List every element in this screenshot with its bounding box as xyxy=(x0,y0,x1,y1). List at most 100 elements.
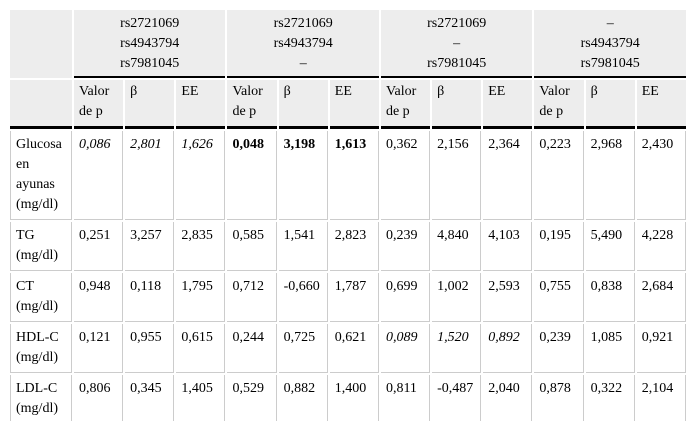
data-cell: 0,251 xyxy=(74,222,124,271)
haplotype-group-header: – rs4943794 rs7981045 xyxy=(534,10,686,78)
row-label: Glucosa en ayunas (mg/dl) xyxy=(10,131,72,220)
data-cell: 2,593 xyxy=(483,273,533,322)
row-label: TG (mg/dl) xyxy=(10,222,72,271)
sub-header-beta: β xyxy=(585,80,635,129)
haplotype-line: rs7981045 xyxy=(580,56,640,71)
data-cell: 0,362 xyxy=(380,131,431,220)
data-cell: 1,085 xyxy=(585,324,635,373)
haplotype-line: rs2721069 xyxy=(273,16,333,31)
data-cell: 5,490 xyxy=(585,222,635,271)
haplotype-line: rs4943794 xyxy=(580,36,640,51)
data-cell: 0,882 xyxy=(278,375,328,421)
data-cell: 0,955 xyxy=(125,324,175,373)
data-cell: 1,400 xyxy=(329,375,379,421)
data-cell: 0,322 xyxy=(585,375,635,421)
data-cell: 2,801 xyxy=(125,131,175,220)
data-cell: 0,712 xyxy=(227,273,277,322)
sub-header-beta: β xyxy=(278,80,328,129)
sub-header-p-value: Valor de p xyxy=(74,80,124,129)
haplotype-line: rs7981045 xyxy=(120,56,180,71)
data-cell: 0,086 xyxy=(74,131,124,220)
header-sub-row: Valor de p β EE Valor de p β EE Valor de p β EE V… xyxy=(10,80,686,129)
data-cell: 1,520 xyxy=(432,324,482,373)
sub-header-p-value: Valor de p xyxy=(534,80,584,129)
sub-header-ee: EE xyxy=(483,80,533,129)
data-cell: 4,103 xyxy=(483,222,533,271)
haplotype-line: – xyxy=(453,36,461,51)
data-cell: 0,529 xyxy=(227,375,277,421)
sub-header-empty xyxy=(10,80,72,129)
table-body: Glucosa en ayunas (mg/dl) 0,086 2,801 1,626… xyxy=(10,131,686,421)
haplotype-group-header: rs2721069 rs4943794 – xyxy=(227,10,379,78)
data-cell: 2,835 xyxy=(176,222,226,271)
data-cell: 0,239 xyxy=(534,324,584,373)
table-row: CT (mg/dl) 0,948 0,118 1,795 0,712 -0,660 1,78… xyxy=(10,273,686,322)
data-cell: 2,104 xyxy=(636,375,686,421)
data-cell: 0,621 xyxy=(329,324,379,373)
data-cell: 2,968 xyxy=(585,131,635,220)
data-cell: 0,585 xyxy=(227,222,277,271)
data-cell: 3,257 xyxy=(125,222,175,271)
data-cell: 0,089 xyxy=(380,324,431,373)
data-cell: 2,156 xyxy=(432,131,482,220)
sub-header-p-value: Valor de p xyxy=(227,80,277,129)
data-cell: 0,048 xyxy=(227,131,277,220)
sub-header-ee: EE xyxy=(636,80,686,129)
data-cell: 0,892 xyxy=(483,324,533,373)
data-cell: 1,795 xyxy=(176,273,226,322)
data-cell: 0,806 xyxy=(74,375,124,421)
data-cell: 0,811 xyxy=(380,375,431,421)
haplotype-line: rs4943794 xyxy=(120,36,180,51)
haplotype-line: – xyxy=(606,16,614,31)
row-label: CT (mg/dl) xyxy=(10,273,72,322)
data-cell: 4,228 xyxy=(636,222,686,271)
data-cell: 0,223 xyxy=(534,131,584,220)
data-cell: 4,840 xyxy=(432,222,482,271)
data-cell: 0,615 xyxy=(176,324,226,373)
haplotype-group-header: rs2721069 rs4943794 rs7981045 xyxy=(74,10,226,78)
data-cell: 0,244 xyxy=(227,324,277,373)
haplotype-line: rs2721069 xyxy=(120,16,180,31)
sub-header-beta: β xyxy=(432,80,482,129)
data-cell: 0,121 xyxy=(74,324,124,373)
data-cell: 1,405 xyxy=(176,375,226,421)
table-row: TG (mg/dl) 0,251 3,257 2,835 0,585 1,541 2,823… xyxy=(10,222,686,271)
data-cell: 0,699 xyxy=(380,273,431,322)
haplotype-line: – xyxy=(299,56,307,71)
table-row: HDL-C (mg/dl) 0,121 0,955 0,615 0,244 0,725 0,… xyxy=(10,324,686,373)
haplotype-line: rs7981045 xyxy=(427,56,487,71)
data-cell: 1,626 xyxy=(176,131,226,220)
header-group-row: rs2721069 rs4943794 rs7981045 rs2721069 rs49… xyxy=(10,10,686,78)
data-cell: 0,118 xyxy=(125,273,175,322)
data-cell: -0,487 xyxy=(432,375,482,421)
row-label: HDL-C (mg/dl) xyxy=(10,324,72,373)
data-cell: 1,787 xyxy=(329,273,379,322)
data-cell: 0,878 xyxy=(534,375,584,421)
data-cell: 3,198 xyxy=(278,131,328,220)
data-cell: 0,838 xyxy=(585,273,635,322)
table-row: LDL-C (mg/dl) 0,806 0,345 1,405 0,529 0,882 1,… xyxy=(10,375,686,421)
data-cell: 0,345 xyxy=(125,375,175,421)
data-cell: 1,541 xyxy=(278,222,328,271)
data-cell: 1,613 xyxy=(329,131,379,220)
data-cell: 0,725 xyxy=(278,324,328,373)
data-cell: 2,823 xyxy=(329,222,379,271)
haplotype-group-header: rs2721069 – rs7981045 xyxy=(380,10,533,78)
data-cell: 1,002 xyxy=(432,273,482,322)
data-cell: 2,684 xyxy=(636,273,686,322)
data-cell: 2,430 xyxy=(636,131,686,220)
corner-cell xyxy=(10,10,72,78)
data-cell: 0,195 xyxy=(534,222,584,271)
haplotype-results-table: rs2721069 rs4943794 rs7981045 rs2721069 rs49… xyxy=(8,8,688,421)
data-cell: 2,040 xyxy=(483,375,533,421)
row-label: LDL-C (mg/dl) xyxy=(10,375,72,421)
haplotype-line: rs2721069 xyxy=(427,16,487,31)
data-cell: -0,660 xyxy=(278,273,328,322)
data-cell: 0,948 xyxy=(74,273,124,322)
sub-header-p-value: Valor de p xyxy=(380,80,431,129)
data-cell: 2,364 xyxy=(483,131,533,220)
sub-header-ee: EE xyxy=(176,80,226,129)
haplotype-line: rs4943794 xyxy=(273,36,333,51)
data-cell: 0,239 xyxy=(380,222,431,271)
